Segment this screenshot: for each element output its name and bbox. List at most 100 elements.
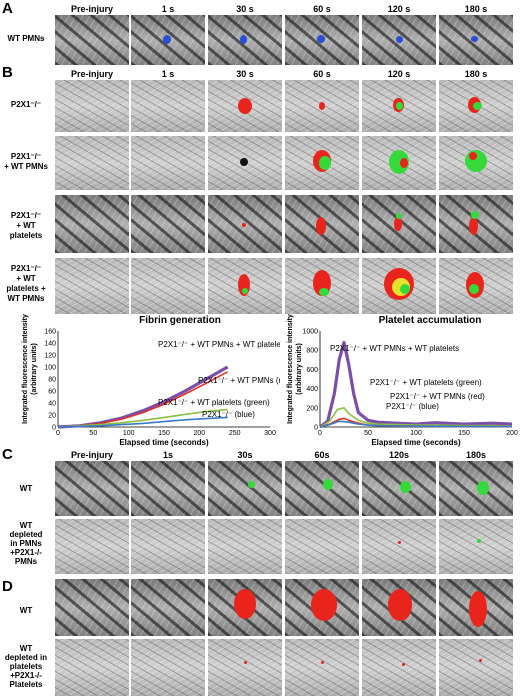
series-label-green: P2X1⁻/⁻ + WT platelets (green) [158, 398, 270, 407]
series-line-green [319, 407, 513, 428]
col-header: 180 s [464, 4, 488, 14]
micrograph-frame [285, 80, 359, 132]
x-tick-label: 300 [264, 430, 276, 437]
col-header: 120s [388, 450, 410, 460]
micrograph-frame [439, 15, 513, 65]
row-label: WT [19, 606, 33, 615]
fluorescence-spot [471, 211, 479, 219]
fluorescence-spot [400, 481, 411, 493]
fluorescence-spot [396, 102, 403, 110]
fluorescence-spot [388, 589, 412, 621]
col-header: 60 s [313, 4, 331, 14]
x-axis-label: Elapsed time (seconds) [119, 438, 209, 447]
fluorescence-spot [473, 102, 482, 110]
micrograph-frame [362, 519, 436, 574]
micrograph-frame [439, 461, 513, 516]
fluorescence-spot [469, 591, 487, 627]
micrograph-frame [55, 579, 129, 636]
micrograph-frame [362, 639, 436, 696]
y-tick-label: 800 [306, 348, 318, 355]
y-tick-label: 60 [48, 389, 56, 396]
series-line-blue [319, 420, 513, 428]
col-header: Pre-injury [70, 450, 113, 460]
fluorescence-spot [469, 217, 478, 235]
fluorescence-spot [311, 589, 337, 621]
fibrin-chart-title: Fibrin generation [139, 315, 221, 326]
x-tick-label: 50 [364, 430, 372, 437]
micrograph-frame [131, 15, 205, 65]
col-header: 180 s [464, 69, 488, 79]
micrograph-frame [439, 258, 513, 314]
y-tick-label: 80 [48, 377, 56, 384]
micrograph-frame [285, 519, 359, 574]
fluorescence-spot [163, 35, 171, 44]
col-header: 120 s [387, 4, 411, 14]
series-line-blue [57, 416, 228, 428]
micrograph-frame [55, 258, 129, 314]
fluorescence-spot [319, 156, 331, 170]
col-header: 1 s [161, 4, 175, 14]
col-header: 60s [314, 450, 330, 460]
fluorescence-spot [402, 663, 405, 666]
micrograph-frame [131, 519, 205, 574]
micrograph-frame [362, 15, 436, 65]
series-label-red: P2X1⁻/⁻ + WT PMNs (red) [390, 392, 485, 401]
micrograph-frame [362, 579, 436, 636]
micrograph-frame [208, 639, 282, 696]
fluorescence-spot [396, 36, 403, 43]
micrograph-frame [285, 136, 359, 190]
micrograph-frame [362, 136, 436, 190]
x-tick-label: 100 [123, 430, 135, 437]
micrograph-frame [362, 80, 436, 132]
micrograph-frame [208, 579, 282, 636]
micrograph-frame [208, 15, 282, 65]
x-tick-label: 0 [56, 430, 60, 437]
micrograph-frame [285, 639, 359, 696]
fluorescence-spot [477, 539, 481, 543]
fibrin-generation-chart: 0 50 100 150 200 250 300 0 20 40 60 80 100 120 140 160 E… [44, 329, 280, 448]
micrograph-frame [439, 639, 513, 696]
fluorescence-spot [317, 35, 325, 43]
y-tick-label: 20 [48, 413, 56, 420]
y-tick-label: 160 [44, 329, 56, 336]
y-tick-label: 600 [306, 367, 318, 374]
micrograph-frame [131, 258, 205, 314]
fluorescence-spot [240, 158, 248, 166]
panel-d-letter: D [2, 578, 13, 595]
col-header: 1 s [161, 69, 175, 79]
micrograph-frame [362, 195, 436, 253]
x-axis-label: Elapsed time (seconds) [371, 438, 461, 447]
micrograph-frame [208, 258, 282, 314]
y-tick-label: 1000 [302, 329, 318, 336]
row-label: WT depleted in PMNs +P2X1-/- PMNs [9, 521, 43, 566]
micrograph-frame [208, 136, 282, 190]
fluorescence-spot [479, 659, 482, 662]
panel-c-letter: C [2, 446, 13, 463]
micrograph-frame [131, 579, 205, 636]
fluorescence-spot [238, 98, 252, 114]
x-tick-label: 50 [89, 430, 97, 437]
col-header: 180s [465, 450, 487, 460]
fluorescence-spot [469, 152, 477, 160]
x-tick-label: 100 [410, 430, 422, 437]
row-label: P2X1⁻/⁻ + WT PMNs [4, 152, 48, 171]
y-tick-label: 120 [44, 353, 56, 360]
series-label-purple: P2X1⁻/⁻ + WT PMNs + WT platelets [158, 340, 280, 349]
fluorescence-spot [477, 481, 489, 495]
platelet-chart-title: Platelet accumulation [378, 315, 482, 326]
fluorescence-spot [240, 35, 247, 44]
fluorescence-spot [400, 284, 410, 294]
micrograph-frame [131, 136, 205, 190]
micrograph-frame [55, 461, 129, 516]
series-label-blue: P2X1⁻/⁻ (blue) [386, 402, 439, 411]
fluorescence-spot [321, 661, 324, 664]
micrograph-frame [131, 195, 205, 253]
y-tick-label: 140 [44, 341, 56, 348]
y-tick-label: 40 [48, 401, 56, 408]
micrograph-frame [362, 258, 436, 314]
x-tick-label: 200 [506, 430, 518, 437]
y-tick-label: 100 [44, 365, 56, 372]
fluorescence-spot [316, 217, 326, 235]
micrograph-frame [55, 136, 129, 190]
micrograph-frame [285, 579, 359, 636]
